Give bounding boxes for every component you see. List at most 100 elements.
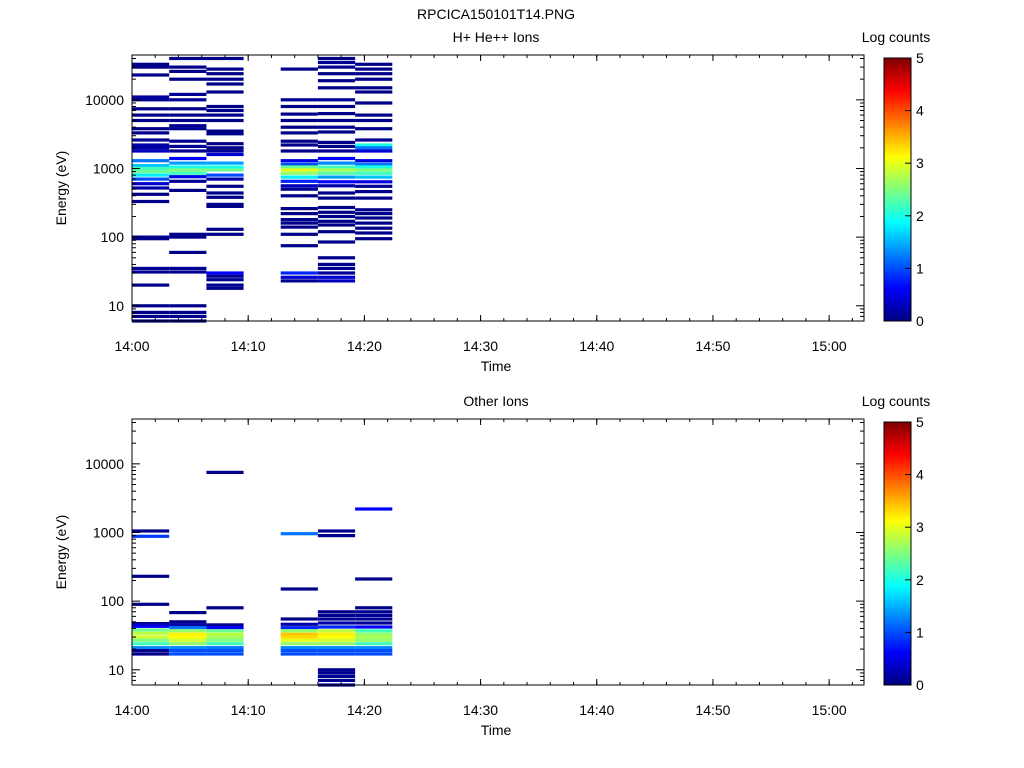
heatmap-cell bbox=[317, 266, 356, 270]
heatmap-cell bbox=[132, 182, 170, 186]
heatmap-cell bbox=[355, 216, 393, 220]
heatmap-cell bbox=[355, 146, 393, 150]
heatmap-cell bbox=[317, 529, 356, 533]
heatmap-cell bbox=[280, 622, 318, 626]
heatmap-cell bbox=[169, 304, 207, 308]
heatmap-cell bbox=[317, 678, 356, 682]
heatmap-cell bbox=[206, 90, 244, 94]
heatmap-cell bbox=[206, 142, 244, 146]
colorbar-tick-label: 0 bbox=[916, 313, 924, 329]
heatmap-cell bbox=[169, 127, 207, 131]
heatmap-cell bbox=[317, 635, 356, 639]
heatmap-cell bbox=[317, 168, 356, 172]
heatmap-cell bbox=[206, 202, 244, 206]
heatmap-cell bbox=[132, 631, 170, 635]
x-tick-label: 14:00 bbox=[114, 702, 149, 718]
heatmap-cell bbox=[132, 602, 170, 606]
heatmap-cell bbox=[169, 179, 207, 183]
heatmap-cell bbox=[132, 283, 170, 287]
heatmap-cell bbox=[206, 470, 244, 474]
heatmap-cell bbox=[355, 649, 393, 653]
heatmap-cell bbox=[132, 113, 170, 117]
heatmap-cell bbox=[169, 118, 207, 123]
heatmap-cell bbox=[355, 610, 393, 614]
x-tick-label: 14:40 bbox=[579, 338, 614, 354]
heatmap-cell bbox=[206, 146, 244, 150]
heatmap-cell bbox=[280, 67, 318, 71]
heatmap-cell bbox=[317, 256, 356, 260]
colorbar-tick-label: 0 bbox=[916, 677, 924, 693]
heatmap-cell bbox=[132, 310, 170, 314]
heatmap-cells bbox=[132, 470, 393, 687]
heatmap-cell bbox=[280, 187, 318, 191]
heatmap-cell bbox=[280, 212, 318, 216]
heatmap-cell bbox=[355, 226, 393, 230]
heatmap-cell bbox=[132, 314, 170, 318]
heatmap-cell bbox=[169, 250, 207, 254]
heatmap-cell bbox=[317, 184, 356, 188]
heatmap-cell bbox=[355, 175, 393, 179]
heatmap-cell bbox=[355, 113, 393, 117]
heatmap-cell bbox=[206, 72, 244, 76]
heatmap-cell bbox=[132, 646, 170, 650]
heatmap-cell bbox=[355, 638, 393, 642]
heatmap-cell bbox=[206, 642, 244, 646]
heatmap-cell bbox=[317, 210, 356, 214]
heatmap-cell bbox=[132, 192, 170, 196]
heatmap-cell bbox=[280, 225, 318, 229]
heatmap-cell bbox=[206, 108, 244, 113]
heatmap-cell bbox=[169, 310, 207, 314]
heatmap-cell bbox=[132, 177, 170, 181]
x-axis-label: Time bbox=[481, 722, 512, 738]
heatmap-cell bbox=[317, 98, 356, 102]
heatmap-cell bbox=[280, 131, 318, 135]
x-tick-label: 14:00 bbox=[114, 338, 149, 354]
x-tick-label: 14:50 bbox=[695, 702, 730, 718]
colorbar-label: Log counts bbox=[862, 29, 931, 45]
heatmap-cell bbox=[169, 171, 207, 175]
heatmap-cell bbox=[169, 629, 207, 633]
heatmap-cell bbox=[355, 212, 393, 216]
heatmap-cell bbox=[132, 138, 170, 142]
heatmap-cell bbox=[317, 649, 356, 653]
x-tick-label: 14:20 bbox=[347, 702, 382, 718]
heatmap-cell bbox=[169, 149, 207, 153]
heatmap-cell bbox=[169, 144, 207, 148]
heatmap-cell bbox=[355, 171, 393, 175]
heatmap-cell bbox=[280, 179, 318, 183]
panel-other-ions: Other Ions 14:00 14:10 14:20 14:30 14:40 14:5… bbox=[53, 393, 930, 738]
heatmap-cell bbox=[317, 144, 356, 148]
heatmap-cell bbox=[355, 101, 393, 105]
heatmap-cell bbox=[317, 642, 356, 646]
heatmap-cell bbox=[317, 671, 356, 675]
heatmap-cell bbox=[280, 218, 318, 222]
heatmap-cell bbox=[132, 534, 170, 538]
heatmap-cell bbox=[132, 95, 170, 99]
heatmap-cell bbox=[355, 165, 393, 169]
colorbar-tick-label: 5 bbox=[916, 414, 924, 430]
heatmap-cell bbox=[280, 165, 318, 169]
heatmap-cell bbox=[317, 104, 356, 109]
heatmap-cell bbox=[355, 190, 393, 194]
heatmap-cell bbox=[355, 184, 393, 188]
heatmap-cell bbox=[206, 232, 244, 236]
y-tick-label: 100 bbox=[101, 593, 125, 609]
heatmap-cell bbox=[169, 92, 207, 96]
heatmap-cell bbox=[169, 652, 207, 656]
heatmap-cell bbox=[169, 165, 207, 169]
heatmap-cell bbox=[317, 223, 356, 227]
heatmap-cell bbox=[317, 191, 356, 195]
plot-frame bbox=[131, 418, 865, 686]
heatmap-cell bbox=[355, 606, 393, 610]
heatmap-cell bbox=[169, 65, 207, 69]
heatmap-cell bbox=[169, 623, 207, 627]
heatmap-cell bbox=[280, 638, 318, 642]
heatmap-cell bbox=[355, 577, 393, 581]
heatmap-cell bbox=[317, 140, 356, 144]
heatmap-cell bbox=[280, 125, 318, 129]
colorbar-ticks: 0 1 2 3 4 5 bbox=[905, 50, 924, 329]
heatmap-cell bbox=[206, 204, 244, 208]
heatmap-cell bbox=[355, 138, 393, 142]
heatmap-cell bbox=[355, 621, 393, 625]
heatmap-cell bbox=[206, 623, 244, 627]
